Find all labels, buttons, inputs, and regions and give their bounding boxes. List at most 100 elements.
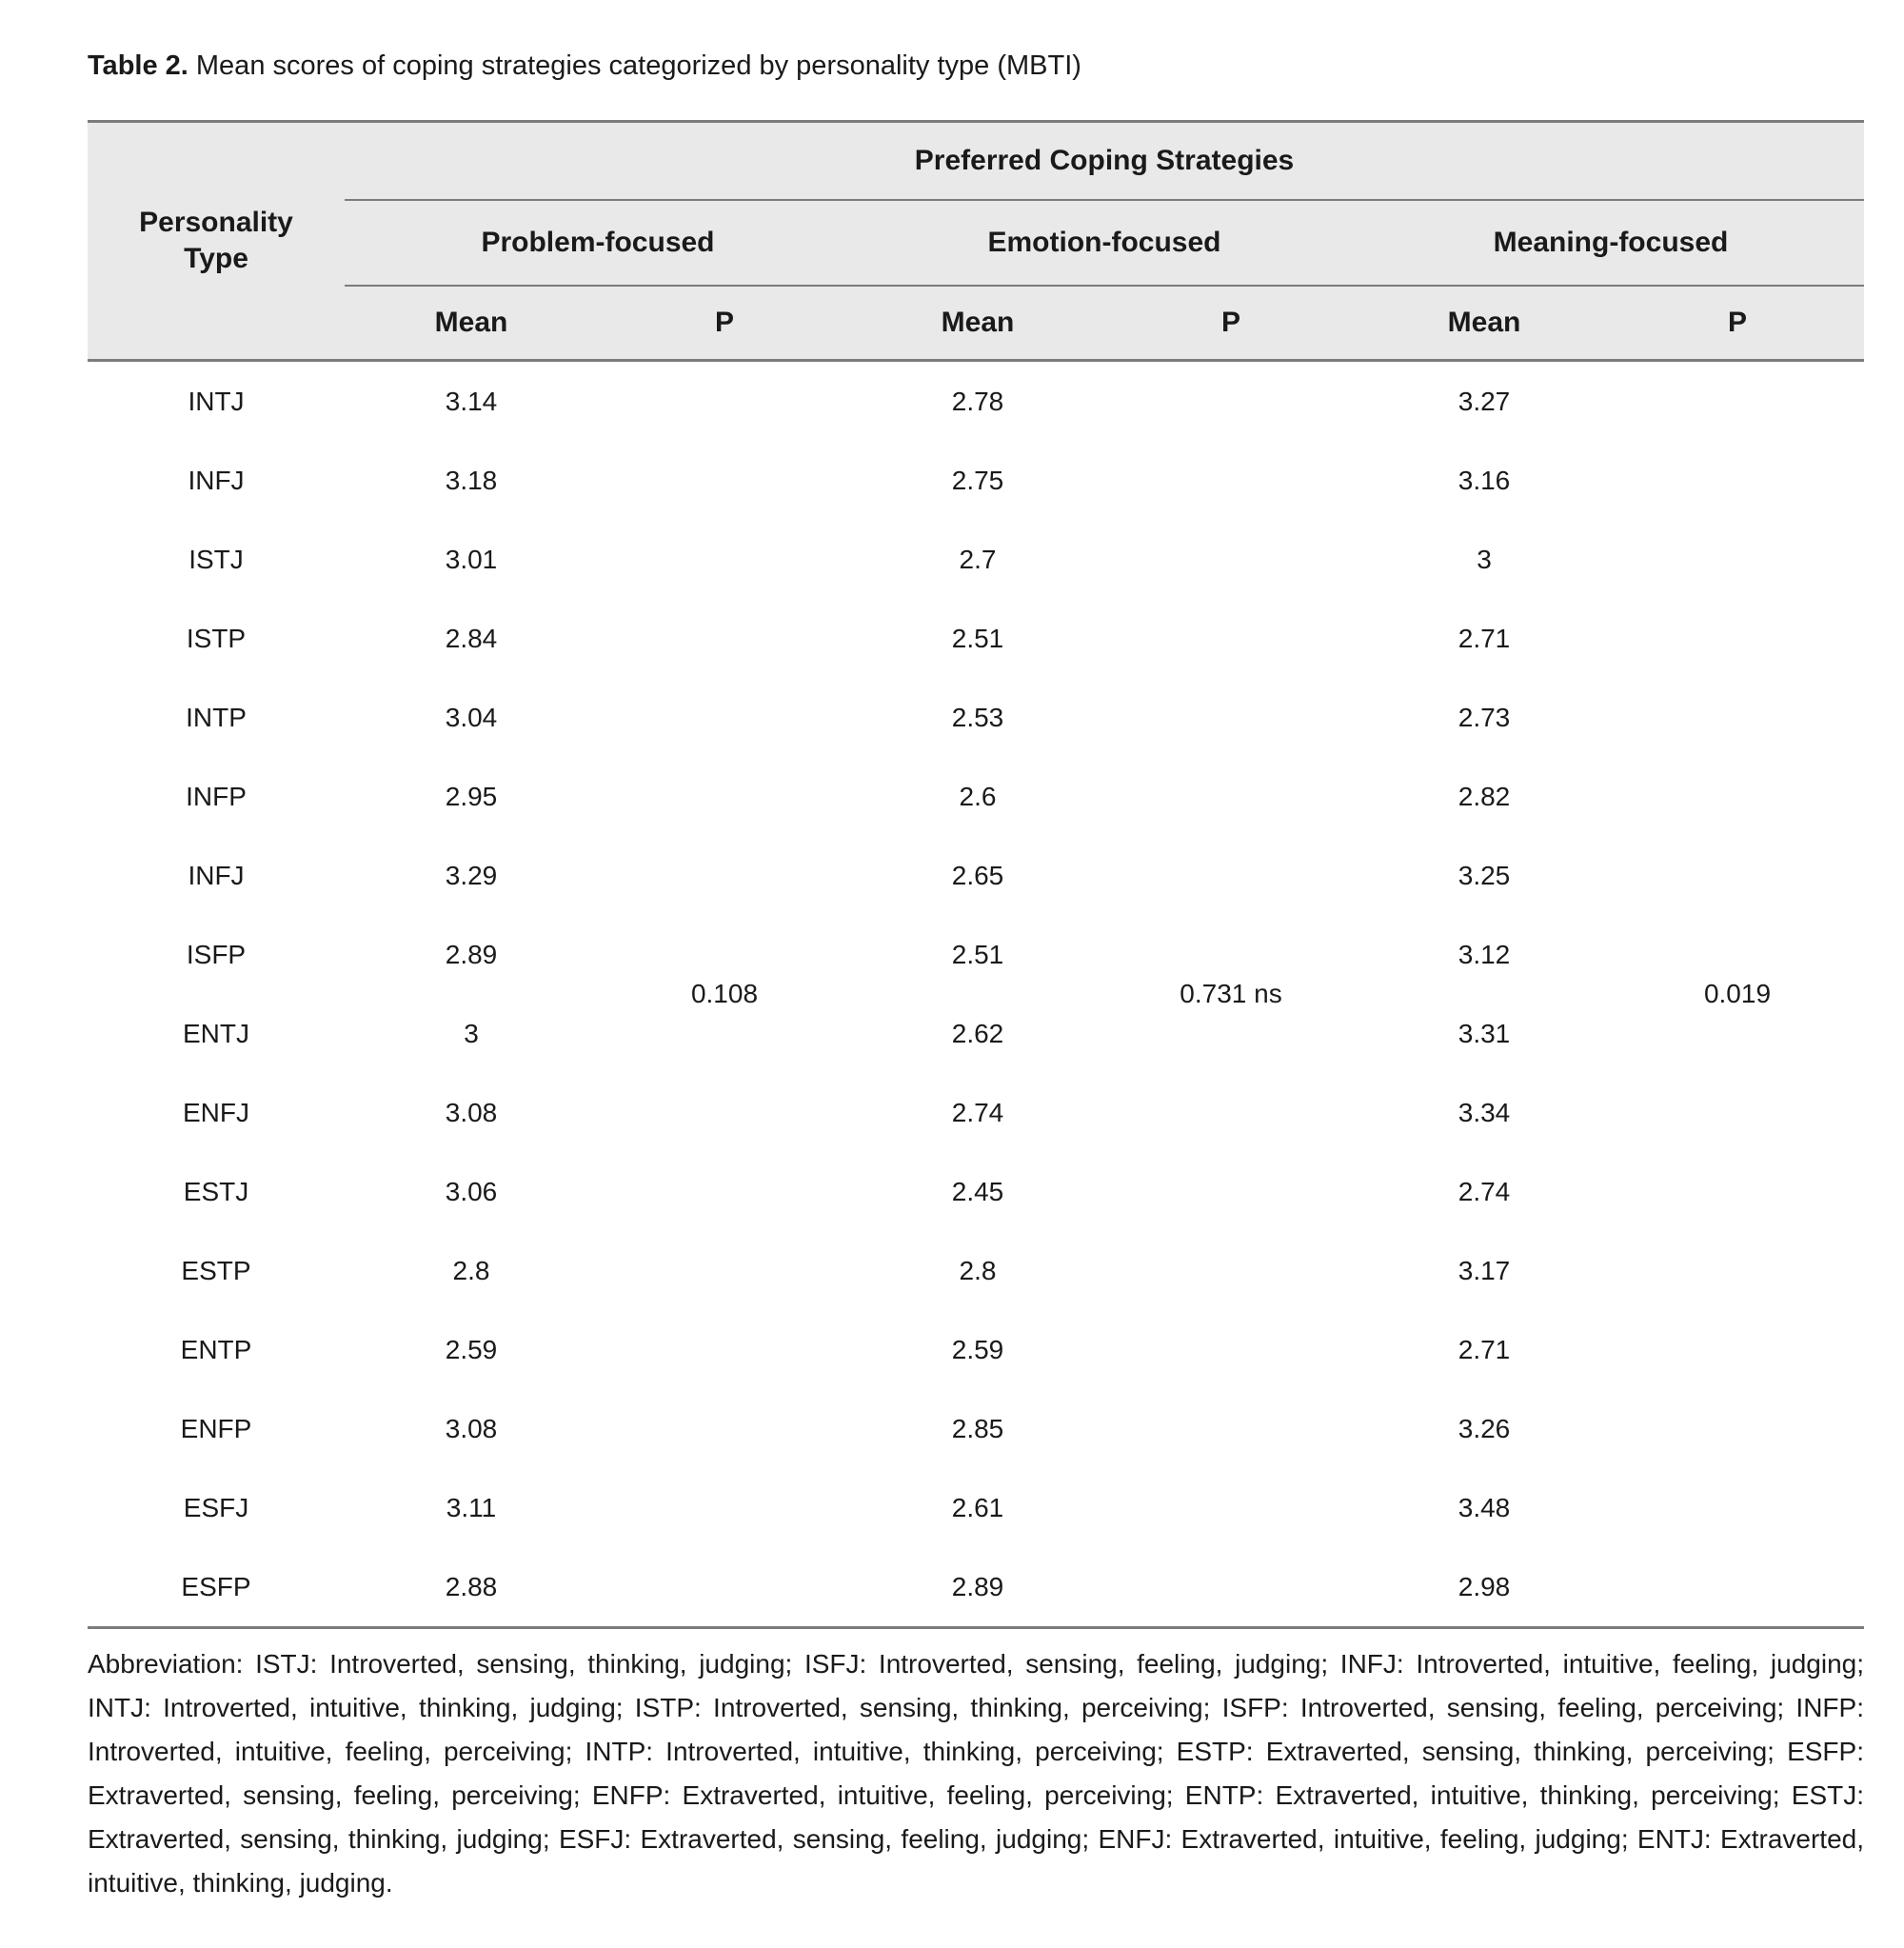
header-row-mean-p: Mean P Mean P Mean P	[88, 286, 1864, 362]
personality-type-cell: ENFP	[88, 1389, 345, 1468]
table-row: INTJ 3.14 0.108 2.78 0.731 ns 3.27 0.019	[88, 360, 1864, 1628]
mean-value-cell: 3.06	[345, 1152, 598, 1231]
personality-type-cell: ISTP	[88, 599, 345, 678]
column-header-personality-type: Personality Type	[88, 121, 345, 362]
mean-value-cell: 3.11	[345, 1468, 598, 1547]
personality-type-cell: ESTJ	[88, 1152, 345, 1231]
mean-value-cell: 2.51	[851, 599, 1104, 678]
mean-value-cell: 3.08	[345, 1073, 598, 1152]
table-row: ENTJ 3 2.62 3.31	[88, 994, 1864, 1073]
p-value-cell: 0.108	[598, 360, 851, 1628]
table-caption-text: Mean scores of coping strategies categor…	[188, 50, 1081, 81]
table-row: INTP 3.04 2.53 2.73	[88, 678, 1864, 757]
personality-type-cell: INFJ	[88, 836, 345, 915]
personality-type-cell: ENTJ	[88, 994, 345, 1073]
personality-type-cell: ESFJ	[88, 1468, 345, 1547]
column-header-mean: Mean	[1358, 286, 1611, 362]
mean-value-cell: 2.95	[345, 757, 598, 836]
column-header-mean: Mean	[851, 286, 1104, 362]
mean-value-cell: 3.04	[345, 678, 598, 757]
mean-value-cell: 2.59	[345, 1310, 598, 1389]
mean-value-cell: 2.73	[1358, 678, 1611, 757]
table-caption-number: Table 2.	[88, 50, 188, 81]
column-header-emotion-focused: Emotion-focused	[851, 200, 1358, 287]
mean-value-cell: 3.26	[1358, 1389, 1611, 1468]
mean-value-cell: 2.98	[1358, 1547, 1611, 1628]
mean-value-cell: 3.17	[1358, 1231, 1611, 1310]
table-row: ISTJ 3.01 2.7 3	[88, 520, 1864, 599]
table-row: INFJ 3.18 2.75 3.16	[88, 441, 1864, 520]
mean-value-cell: 3.16	[1358, 441, 1611, 520]
personality-type-cell: ENTP	[88, 1310, 345, 1389]
mean-value-cell: 2.88	[345, 1547, 598, 1628]
table-row: ENFP 3.08 2.85 3.26	[88, 1389, 1864, 1468]
mean-value-cell: 2.65	[851, 836, 1104, 915]
mean-value-cell: 2.8	[851, 1231, 1104, 1310]
mean-value-cell: 2.84	[345, 599, 598, 678]
personality-type-cell: ISFP	[88, 915, 345, 994]
personality-type-cell: INTJ	[88, 360, 345, 441]
column-header-p: P	[1611, 286, 1864, 362]
mean-value-cell: 2.62	[851, 994, 1104, 1073]
mean-value-cell: 3.25	[1358, 836, 1611, 915]
personality-type-cell: ISTJ	[88, 520, 345, 599]
column-header-mean: Mean	[345, 286, 598, 362]
mean-value-cell: 2.71	[1358, 1310, 1611, 1389]
column-header-p: P	[1104, 286, 1358, 362]
mean-value-cell: 3.29	[345, 836, 598, 915]
mean-value-cell: 2.7	[851, 520, 1104, 599]
mean-value-cell: 2.82	[1358, 757, 1611, 836]
mean-value-cell: 2.51	[851, 915, 1104, 994]
coping-strategies-table: Personality Type Preferred Coping Strate…	[88, 120, 1864, 1629]
mean-value-cell: 2.6	[851, 757, 1104, 836]
mean-value-cell: 3.12	[1358, 915, 1611, 994]
mean-value-cell: 3.34	[1358, 1073, 1611, 1152]
mean-value-cell: 2.85	[851, 1389, 1104, 1468]
mean-value-cell: 3.14	[345, 360, 598, 441]
personality-type-cell: INTP	[88, 678, 345, 757]
mean-value-cell: 3.27	[1358, 360, 1611, 441]
table-row: ESTP 2.8 2.8 3.17	[88, 1231, 1864, 1310]
p-value-cell: 0.019	[1611, 360, 1864, 1628]
personality-type-cell: INFP	[88, 757, 345, 836]
p-value-cell: 0.731 ns	[1104, 360, 1358, 1628]
table-row: ESTJ 3.06 2.45 2.74	[88, 1152, 1864, 1231]
table-caption: Table 2. Mean scores of coping strategie…	[88, 50, 1864, 82]
mean-value-cell: 2.59	[851, 1310, 1104, 1389]
table-row: INFJ 3.29 2.65 3.25	[88, 836, 1864, 915]
mean-value-cell: 3.08	[345, 1389, 598, 1468]
mean-value-cell: 3	[345, 994, 598, 1073]
mean-value-cell: 2.74	[1358, 1152, 1611, 1231]
table-row: ENFJ 3.08 2.74 3.34	[88, 1073, 1864, 1152]
mean-value-cell: 2.53	[851, 678, 1104, 757]
mean-value-cell: 2.61	[851, 1468, 1104, 1547]
column-header-meaning-focused: Meaning-focused	[1358, 200, 1864, 287]
header-row-group: Personality Type Preferred Coping Strate…	[88, 121, 1864, 362]
personality-type-cell: ENFJ	[88, 1073, 345, 1152]
mean-value-cell: 3.48	[1358, 1468, 1611, 1547]
table-row: ISFP 2.89 2.51 3.12	[88, 915, 1864, 994]
mean-value-cell: 2.89	[851, 1547, 1104, 1628]
personality-type-cell: ESTP	[88, 1231, 345, 1310]
mean-value-cell: 2.78	[851, 360, 1104, 441]
table-row: ISTP 2.84 2.51 2.71	[88, 599, 1864, 678]
column-header-problem-focused: Problem-focused	[345, 200, 851, 287]
table-row: ESFP 2.88 2.89 2.98	[88, 1547, 1864, 1628]
personality-type-cell: ESFP	[88, 1547, 345, 1628]
table-row: ESFJ 3.11 2.61 3.48	[88, 1468, 1864, 1547]
mean-value-cell: 2.8	[345, 1231, 598, 1310]
mean-value-cell: 3	[1358, 520, 1611, 599]
mean-value-cell: 2.74	[851, 1073, 1104, 1152]
mean-value-cell: 2.89	[345, 915, 598, 994]
personality-type-cell: INFJ	[88, 441, 345, 520]
table-row: ENTP 2.59 2.59 2.71	[88, 1310, 1864, 1389]
table-row: INFP 2.95 2.6 2.82	[88, 757, 1864, 836]
abbreviation-footnote: Abbreviation: ISTJ: Introverted, sensing…	[88, 1649, 1864, 1898]
mean-value-cell: 3.31	[1358, 994, 1611, 1073]
mean-value-cell: 3.01	[345, 520, 598, 599]
mean-value-cell: 3.18	[345, 441, 598, 520]
header-row-strategies: Problem-focused Emotion-focused Meaning-…	[88, 200, 1864, 287]
mean-value-cell: 2.71	[1358, 599, 1611, 678]
mean-value-cell: 2.75	[851, 441, 1104, 520]
column-header-p: P	[598, 286, 851, 362]
